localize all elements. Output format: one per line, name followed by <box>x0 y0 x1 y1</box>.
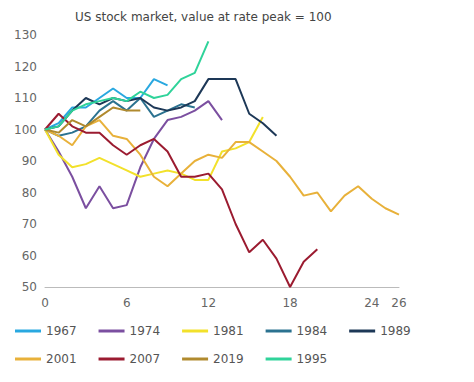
svg-text:6: 6 <box>123 296 131 310</box>
svg-text:1974: 1974 <box>130 324 161 338</box>
svg-text:50: 50 <box>22 280 37 294</box>
svg-text:80: 80 <box>22 186 37 200</box>
svg-text:24: 24 <box>364 296 379 310</box>
svg-text:18: 18 <box>282 296 297 310</box>
svg-text:130: 130 <box>14 28 37 42</box>
svg-text:US stock market, value at rate: US stock market, value at rate peak = 10… <box>75 10 332 24</box>
svg-text:1989: 1989 <box>380 324 411 338</box>
svg-text:1967: 1967 <box>46 324 77 338</box>
svg-text:2019: 2019 <box>213 352 244 366</box>
svg-text:1984: 1984 <box>297 324 328 338</box>
svg-text:12: 12 <box>201 296 216 310</box>
svg-text:2001: 2001 <box>46 352 77 366</box>
svg-text:120: 120 <box>14 60 37 74</box>
svg-text:70: 70 <box>22 217 37 231</box>
svg-text:0: 0 <box>41 296 49 310</box>
svg-text:1995: 1995 <box>297 352 328 366</box>
svg-text:2007: 2007 <box>130 352 161 366</box>
svg-text:60: 60 <box>22 249 37 263</box>
svg-text:100: 100 <box>14 123 37 137</box>
svg-text:110: 110 <box>14 91 37 105</box>
svg-text:26: 26 <box>391 296 406 310</box>
svg-text:1981: 1981 <box>213 324 244 338</box>
svg-text:90: 90 <box>22 154 37 168</box>
